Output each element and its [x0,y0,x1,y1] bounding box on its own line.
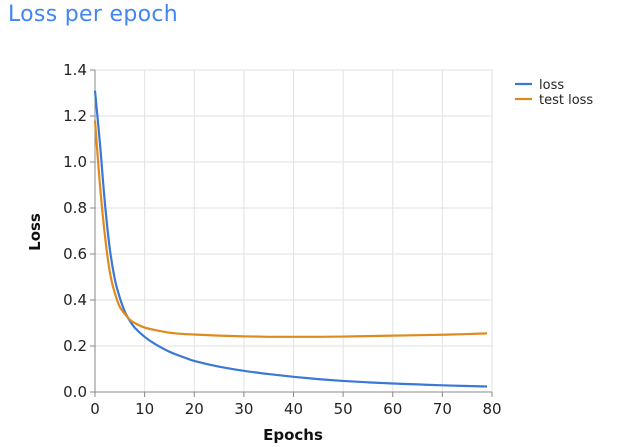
y-tick-label: 1.4 [63,61,87,79]
legend-label: test loss [539,93,593,108]
y-tick-label: 0.4 [63,291,87,309]
y-tick-label: 1.2 [63,107,87,125]
y-tick-label: 0.6 [63,245,87,263]
legend-label: loss [539,78,564,93]
y-axis-label: Loss [26,213,44,251]
x-tick-label: 70 [433,400,452,418]
series-line-loss [93,90,488,388]
axes: 0 10 20 30 40 50 60 70 80 0.0 0.2 0.4 0.6 0.8 1.0 1.2 1.… [63,61,501,418]
series-lines [93,90,488,388]
x-tick-label: 60 [383,400,402,418]
x-tick-label: 20 [185,400,204,418]
y-tick-label: 0.0 [63,383,87,401]
x-tick-label: 30 [234,400,253,418]
x-tick-label: 80 [482,400,501,418]
x-axis-label: Epochs [263,426,323,444]
x-tick-label: 50 [334,400,353,418]
y-tick-label: 0.2 [63,337,87,355]
y-tick-label: 0.8 [63,199,87,217]
x-tick-label: 10 [135,400,154,418]
x-tick-label: 0 [90,400,100,418]
series-line-test-loss [93,120,488,338]
x-tick-label: 40 [284,400,303,418]
y-tick-label: 1.0 [63,153,87,171]
chart-title: Loss per epoch [8,2,178,27]
